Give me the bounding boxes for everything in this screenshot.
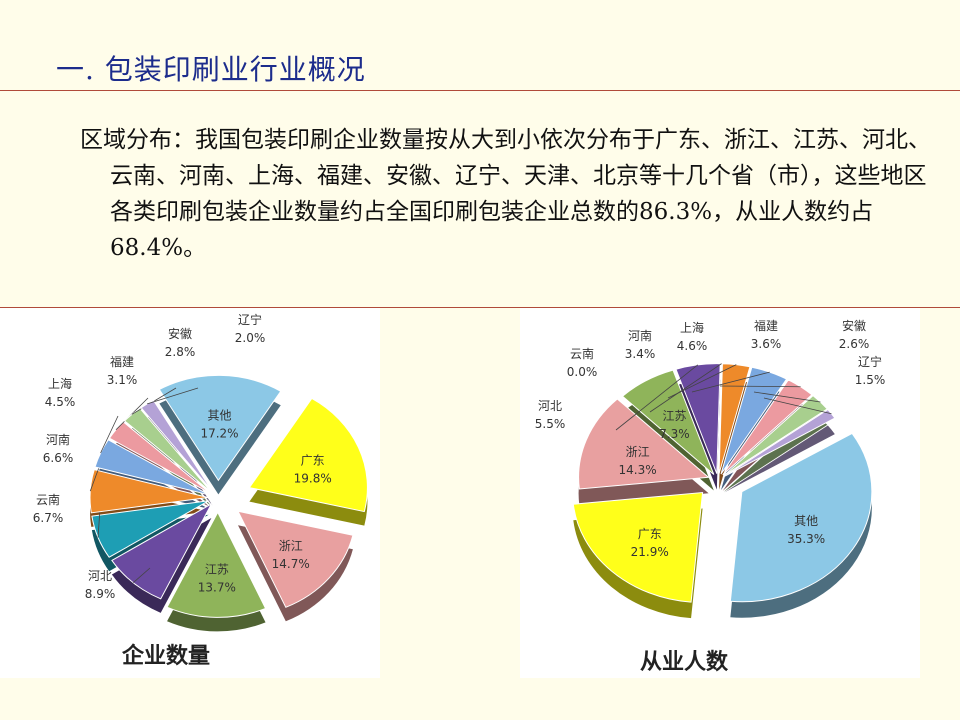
slice-value-辽宁: 2.0% (235, 331, 266, 345)
section-divider (0, 307, 960, 308)
pie-slice-side-10 (724, 425, 835, 493)
pie-slice-江苏 (166, 511, 267, 618)
slice-value-广东: 19.8% (294, 471, 332, 485)
leader-line-上海 (691, 371, 770, 393)
pie-slice-河南 (718, 363, 751, 474)
slice-value-云南: 0.0% (567, 365, 598, 379)
slice-value-河南: 6.6% (43, 451, 74, 465)
slice-label-云南: 云南 (36, 492, 60, 507)
slice-value-福建: 3.1% (107, 373, 138, 387)
slice-value-广东: 21.9% (631, 545, 669, 559)
slice-value-安徽: 2.8% (165, 345, 196, 359)
slice-label-广东: 广东 (638, 527, 662, 541)
leader-line-辽宁 (147, 387, 199, 405)
pie-slice-浙江 (237, 510, 354, 608)
slice-value-河北: 5.5% (535, 417, 566, 431)
title-divider (0, 90, 960, 91)
slice-label-福建: 福建 (110, 354, 134, 369)
pie-slice-浙江 (578, 398, 710, 490)
enterprise-count-pie: 其他 17.2% 广东 19.8% 浙江 14.7% 江苏 13.7% 河北 8.9% 云南 6.7%… (33, 312, 368, 632)
pie-slice-安徽 (123, 407, 212, 493)
leader-line-河南 (667, 364, 737, 399)
slice-label-辽宁: 辽宁 (858, 354, 882, 369)
slice-label-河北: 河北 (538, 399, 562, 413)
pie-slice-其他 (158, 374, 282, 482)
leader-line-河北 (132, 567, 151, 583)
leader-line-辽宁 (763, 397, 832, 415)
slice-label-辽宁: 辽宁 (238, 312, 262, 327)
pie-slice-江苏 (621, 369, 715, 475)
employee-count-caption: 从业人数 (640, 650, 729, 675)
slice-label-江苏: 江苏 (662, 409, 686, 423)
slice-label-安徽: 安徽 (842, 318, 866, 333)
slice-label-上海: 上海 (48, 376, 72, 391)
slice-value-安徽: 2.6% (839, 337, 870, 351)
pie-slice-广东 (248, 397, 368, 513)
slice-value-其他: 17.2% (200, 427, 238, 441)
slice-value-上海: 4.5% (45, 395, 76, 409)
slice-label-浙江: 浙江 (626, 445, 650, 459)
pie-slice-辽宁 (724, 408, 836, 477)
slice-label-其他: 其他 (794, 514, 818, 528)
leader-line-福建 (719, 385, 801, 388)
slice-value-其他: 35.3% (787, 532, 825, 546)
pie-slice-辽宁 (140, 399, 213, 492)
slice-value-河北: 8.9% (85, 587, 116, 601)
pie-slice-云南 (91, 500, 209, 558)
slice-label-福建: 福建 (754, 318, 778, 333)
pie-slice-广东 (572, 492, 704, 603)
slice-label-浙江: 浙江 (279, 539, 303, 553)
pie-slice-其他 (729, 432, 873, 603)
enterprise-count-caption: 企业数量 (122, 644, 211, 669)
pie-slice-河南 (89, 469, 209, 514)
leader-line-安徽 (753, 391, 821, 403)
leader-line-河北 (615, 364, 699, 431)
pie-slice-河北 (111, 502, 213, 600)
leader-line-云南 (649, 363, 722, 413)
slice-value-福建: 3.6% (751, 337, 782, 351)
slice-label-上海: 上海 (680, 320, 704, 335)
page-title: 一. 包装印刷业行业概况 (56, 53, 366, 86)
slice-value-辽宁: 1.5% (855, 373, 886, 387)
region-paragraph: 区域分布：我国包装印刷企业数量按从大到小依次分布于广东、浙江、江苏、河北、云南、… (80, 127, 931, 261)
slice-label-其他: 其他 (208, 409, 232, 423)
slice-value-上海: 4.6% (677, 339, 708, 353)
slice-value-云南: 6.7% (33, 511, 64, 525)
employee-count-chart: 其他 35.3% 广东 21.9% 浙江 14.3% 江苏 7.3% 河北 5.5% 云南 0.0% 河… (520, 308, 920, 678)
slice-label-安徽: 安徽 (168, 326, 192, 341)
slice-value-河南: 3.4% (625, 347, 656, 361)
enterprise-count-chart: 其他 17.2% 广东 19.8% 浙江 14.7% 江苏 13.7% 河北 8.9% 云南 6.7%… (0, 308, 380, 678)
slice-value-浙江: 14.3% (619, 463, 657, 477)
slice-label-广东: 广东 (301, 453, 325, 467)
slice-value-浙江: 14.7% (272, 557, 310, 571)
slice-value-江苏: 13.7% (198, 580, 236, 594)
leader-line-云南 (97, 507, 101, 538)
leader-line-上海 (100, 415, 119, 454)
slice-label-河南: 河南 (628, 328, 652, 343)
slice-label-河北: 河北 (88, 569, 112, 583)
employee-count-pie: 其他 35.3% 广东 21.9% 浙江 14.3% 江苏 7.3% 河北 5.5% 云南 0.0% 河… (535, 318, 886, 619)
slice-label-河南: 河南 (46, 432, 70, 447)
slice-value-江苏: 7.3% (659, 427, 690, 441)
slice-label-云南: 云南 (570, 346, 594, 361)
slice-label-江苏: 江苏 (205, 562, 229, 576)
